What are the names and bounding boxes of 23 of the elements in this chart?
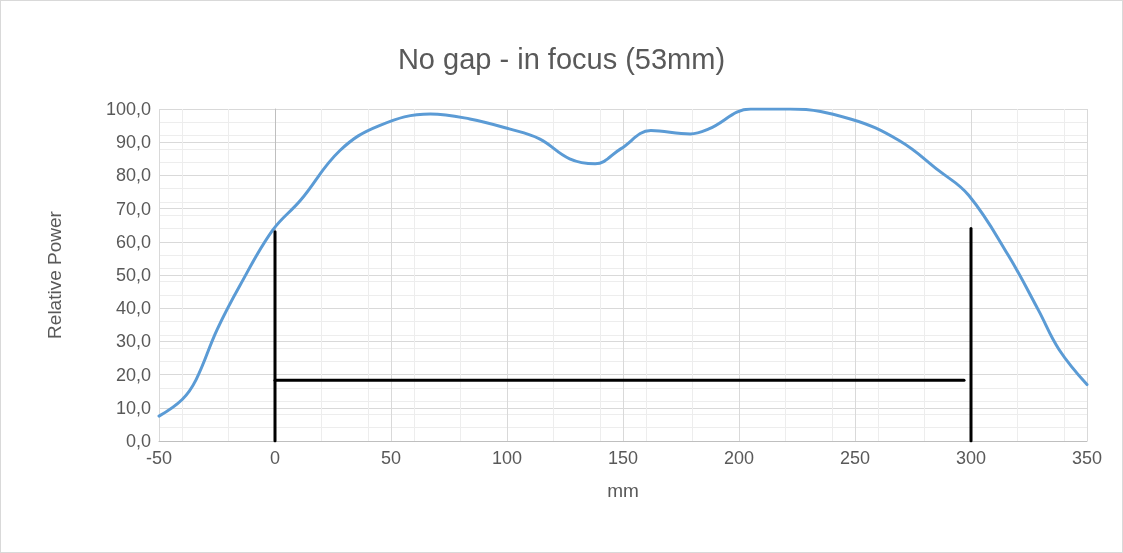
- y-tick-label: 40,0: [115, 298, 151, 319]
- y-tick-label: 30,0: [115, 331, 151, 352]
- chart-title: No gap - in focus (53mm): [397, 42, 726, 75]
- x-tick-label: 300: [955, 448, 987, 468]
- y-tick-label: 90,0: [115, 132, 151, 153]
- x-tick-label: -50: [145, 448, 173, 468]
- y-tick-label: 80,0: [115, 165, 151, 186]
- y-tick-label: 50,0: [115, 265, 151, 285]
- x-tick-label: 150: [607, 448, 639, 468]
- y-tick-label: 70,0: [115, 198, 151, 219]
- y-tick-label: 60,0: [115, 231, 151, 252]
- y-tick-label: 100,0: [105, 99, 151, 119]
- y-tick-label: 10,0: [115, 397, 151, 418]
- y-tick-label: 20,0: [115, 364, 151, 385]
- x-tick-label: 100: [491, 448, 523, 468]
- x-tick-label: 200: [723, 448, 755, 468]
- y-tick-label: 0,0: [125, 431, 151, 451]
- x-axis-title: mm: [607, 480, 639, 501]
- y-axis-title: Relative Power: [44, 210, 65, 339]
- x-tick-label: 250: [839, 448, 871, 468]
- x-tick-label: 350: [1071, 448, 1103, 468]
- x-tick-label: 0: [269, 448, 281, 468]
- x-tick-label: 50: [380, 448, 402, 468]
